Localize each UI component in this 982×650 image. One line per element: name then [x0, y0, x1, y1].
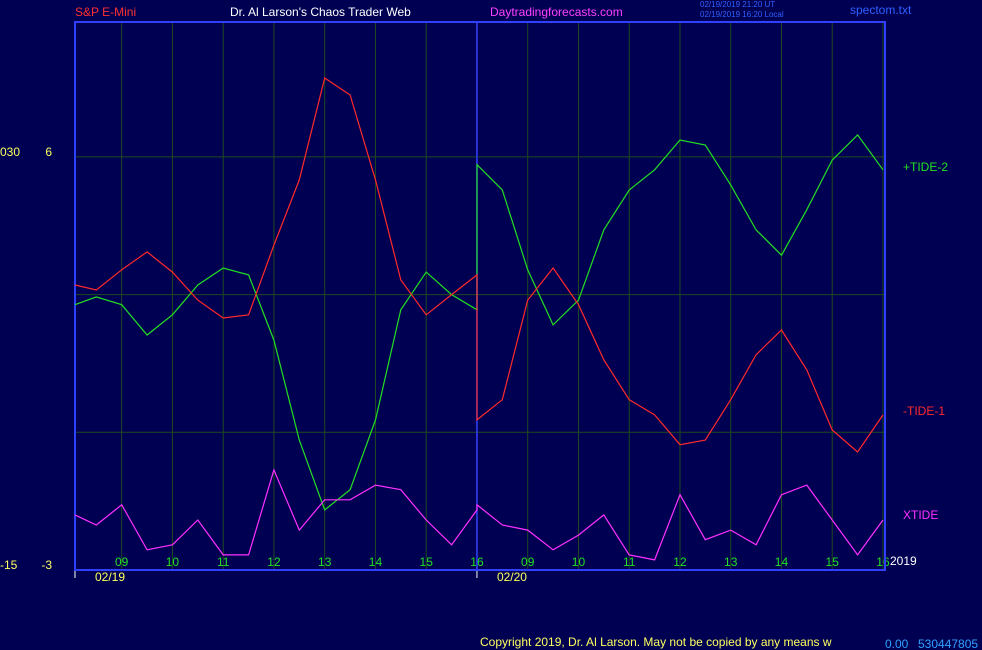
- x-tick-label: 15: [420, 555, 434, 569]
- x-tick-label: 10: [572, 555, 586, 569]
- x-tick-label: 11: [217, 555, 230, 569]
- date-label: 02/20: [497, 570, 527, 584]
- x-tick-label: 14: [369, 555, 383, 569]
- x-tick-label: 12: [267, 555, 281, 569]
- x-tick-label: 09: [521, 555, 535, 569]
- x-tick-label: 15: [826, 555, 840, 569]
- title: Dr. Al Larson's Chaos Trader Web: [230, 5, 411, 19]
- x-tick-label: 13: [724, 555, 738, 569]
- x-tick-label: 16: [876, 555, 890, 569]
- series-line: [74, 468, 884, 561]
- x-tick-label: 13: [318, 555, 332, 569]
- x-tick-label: 12: [673, 555, 687, 569]
- y-tick-label: -3: [41, 558, 52, 572]
- legend-label: -TIDE-1: [903, 404, 945, 418]
- x-tick-label: 09: [115, 555, 129, 569]
- time-ut: 02/19/2019 21:20 UT: [700, 0, 775, 9]
- legend-label: XTIDE: [903, 508, 938, 522]
- year-label: 2019: [890, 554, 917, 568]
- site: Daytradingforecasts.com: [490, 5, 623, 19]
- code: 530447805: [918, 637, 978, 650]
- copyright: Copyright 2019, Dr. Al Larson. May not b…: [480, 635, 832, 649]
- plot-border: [74, 21, 886, 571]
- overlap-text: 0.00: [885, 637, 909, 650]
- time-local: 02/19/2019 16:20 Local: [700, 10, 784, 19]
- legend-label: +TIDE-2: [903, 160, 948, 174]
- y-tick-label: 6: [45, 145, 52, 159]
- x-tick-label: 14: [775, 555, 789, 569]
- x-tick-label: 11: [623, 555, 636, 569]
- y2-tick-label: 030: [0, 145, 20, 159]
- series-line: [74, 133, 884, 511]
- series-line: [74, 77, 884, 453]
- symbol: S&P E-Mini: [75, 5, 136, 19]
- date-label: 02/19: [95, 570, 125, 584]
- x-tick-label: 10: [166, 555, 180, 569]
- y2-tick-label: -15: [0, 558, 18, 572]
- file-name: spectom.txt: [850, 3, 912, 17]
